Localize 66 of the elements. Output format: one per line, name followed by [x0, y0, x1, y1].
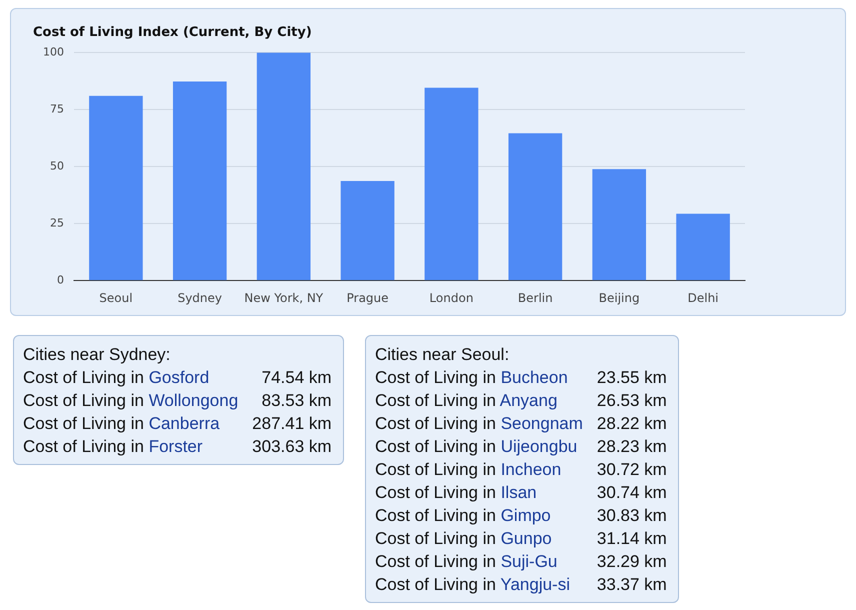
text: Cost of Living in	[375, 368, 496, 387]
text: Seongnam	[500, 414, 583, 433]
bar	[256, 52, 311, 280]
text: Cost of Living in	[23, 437, 144, 456]
y-tick-label: 75	[50, 102, 64, 116]
text: 23.55 km	[596, 367, 667, 389]
text: Cost of Living in	[375, 529, 496, 548]
text: Gimpo	[500, 506, 551, 525]
bar	[676, 214, 730, 280]
text: 31.14 km	[596, 528, 667, 550]
text: Cost of Living in	[23, 414, 144, 433]
bar	[89, 96, 143, 280]
text: Cities near Seoul:	[375, 344, 510, 366]
text: Cost of Living in	[375, 506, 496, 525]
text: 28.23 km	[596, 436, 667, 458]
text: Gosford	[148, 368, 210, 387]
text: Ilsan	[500, 483, 537, 502]
text: 303.63 km	[251, 436, 332, 458]
x-tick-label: Seoul	[99, 290, 133, 305]
x-tick-label: Sydney	[178, 290, 222, 305]
text: Cost of Living in	[375, 460, 496, 479]
bar	[592, 169, 646, 280]
bar	[508, 133, 562, 280]
x-tick-label: New York, NY	[244, 290, 324, 305]
text: 287.41 km	[251, 413, 332, 435]
text: Yangju-si	[500, 575, 570, 594]
y-tick-label: 0	[56, 273, 64, 286]
x-tick-label: London	[429, 290, 474, 305]
y-tick-label: 50	[50, 159, 64, 172]
text: Cost of Living in	[375, 575, 496, 594]
y-tick-label: 100	[42, 45, 64, 58]
bar	[424, 88, 478, 280]
x-tick-label: Prague	[346, 290, 389, 305]
text: Uijeongbu	[500, 437, 578, 456]
text: Forster	[148, 437, 203, 456]
text: Cost of Living in	[375, 483, 496, 502]
text: Cost of Living in	[375, 391, 496, 410]
text: Wollongong	[148, 391, 238, 410]
x-tick-label: Beijing	[598, 290, 640, 305]
text: Gunpo	[500, 529, 552, 548]
text: 26.53 km	[596, 390, 667, 412]
text: 32.29 km	[596, 551, 667, 573]
text: Cost of Living in	[23, 391, 144, 410]
text: Suji-Gu	[500, 552, 558, 571]
text: 28.22 km	[596, 413, 667, 435]
text: Cities near Sydney:	[23, 344, 172, 366]
text: Bucheon	[500, 368, 568, 387]
text: Cost of Living in	[375, 414, 496, 433]
text: 33.37 km	[596, 574, 667, 596]
text: Cost of Living in	[375, 552, 496, 571]
y-tick-label: 25	[50, 216, 64, 230]
text: Incheon	[500, 460, 562, 479]
text: 74.54 km	[260, 367, 332, 389]
text: 30.83 km	[596, 505, 667, 527]
text: Canberra	[148, 414, 220, 433]
text: Anyang	[500, 391, 558, 410]
text: 30.74 km	[596, 482, 667, 504]
text: Cost of Living in	[23, 368, 144, 387]
bar	[172, 82, 227, 280]
text: 83.53 km	[260, 390, 332, 412]
text: Cost of Living in	[375, 437, 496, 456]
x-tick-label: Delhi	[688, 290, 719, 305]
bar	[340, 180, 394, 280]
x-tick-label: Berlin	[518, 290, 553, 305]
chart-title: Cost of Living Index (Current, By City)	[33, 25, 312, 40]
text: 30.72 km	[596, 459, 667, 481]
